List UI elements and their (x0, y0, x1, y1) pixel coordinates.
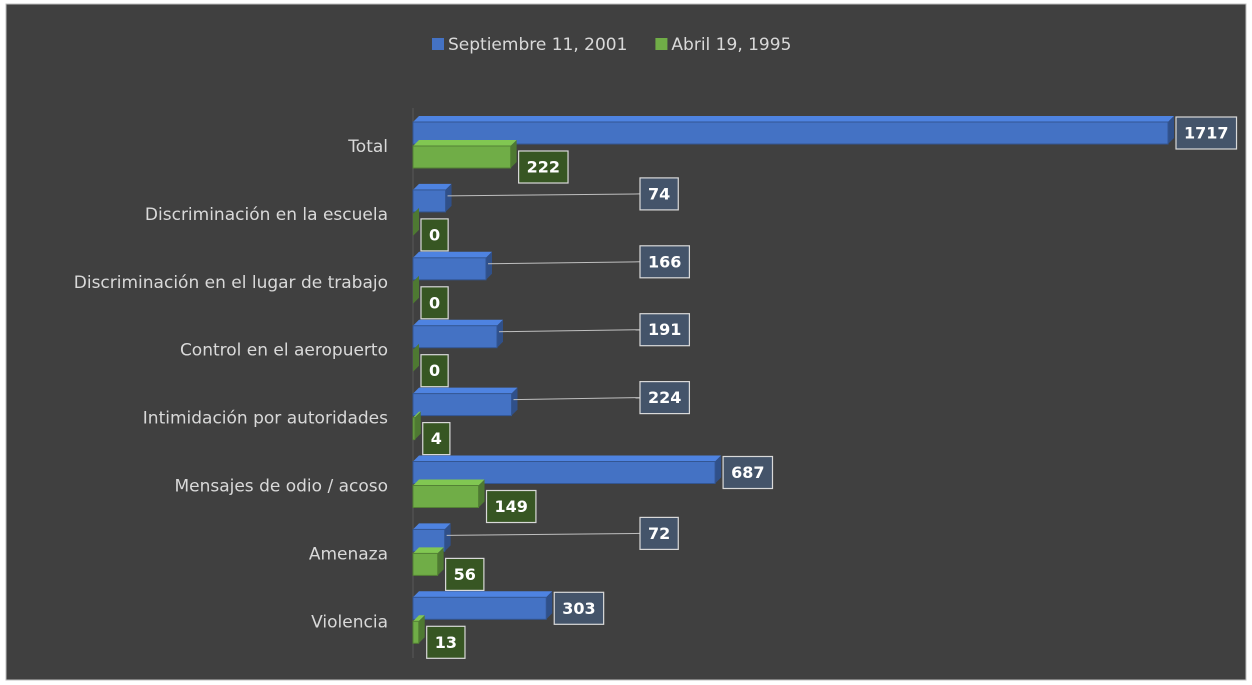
data-label: 166 (648, 252, 681, 271)
category-label: Total (347, 137, 388, 157)
bar (412, 615, 425, 644)
data-label: 74 (648, 184, 670, 203)
category-label: Discriminación en la escuela (145, 205, 388, 225)
bar (412, 591, 553, 620)
leader-line (513, 397, 641, 401)
bar (412, 140, 517, 169)
bar (412, 251, 492, 281)
bar (413, 207, 419, 236)
data-label-box (420, 218, 449, 252)
bar (413, 343, 419, 372)
data-label: 191 (648, 320, 681, 339)
data-label: 0 (429, 293, 440, 312)
data-label-box (639, 313, 691, 347)
bar (412, 523, 451, 552)
bar (412, 411, 421, 441)
data-label-box (485, 489, 537, 524)
leader-line (446, 532, 641, 536)
legend-label: Abril 19, 1995 (671, 35, 791, 55)
bar (412, 547, 444, 576)
data-label-box (518, 150, 569, 184)
data-label-box (1175, 116, 1238, 150)
data-label: 72 (648, 524, 670, 543)
category-label: Control en el aeropuerto (180, 341, 388, 361)
data-label-box (639, 177, 679, 211)
legend-swatch (655, 38, 668, 50)
data-label: 224 (648, 388, 681, 407)
leader-line (487, 261, 641, 265)
bar (412, 183, 452, 213)
data-label-box (445, 557, 485, 592)
data-label-box (426, 625, 466, 659)
bar (412, 479, 485, 508)
data-label-box (420, 286, 449, 320)
category-label: Amenaza (309, 544, 388, 564)
data-label: 1717 (1184, 124, 1229, 143)
bar (412, 319, 503, 349)
category-label: Intimidación por autoridades (143, 409, 388, 429)
data-label: 687 (731, 463, 764, 482)
bar (412, 387, 518, 417)
leader-line (498, 329, 641, 333)
bar (413, 275, 419, 304)
category-label: Mensajes de odio / acoso (174, 477, 388, 497)
data-label-box (639, 245, 691, 279)
data-label: 56 (454, 565, 476, 584)
data-label-box (553, 591, 605, 625)
bar (412, 116, 1174, 145)
category-label: Discriminación en el lugar de trabajo (74, 273, 388, 293)
data-label-box (722, 455, 774, 490)
leader-line (447, 193, 641, 197)
data-label: 149 (495, 497, 528, 516)
category-label: Violencia (311, 612, 388, 632)
data-label-box (639, 381, 691, 415)
data-label: 0 (429, 225, 440, 244)
data-label: 0 (429, 361, 440, 380)
legend-label: Septiembre 11, 2001 (448, 35, 627, 55)
data-label: 303 (562, 599, 595, 618)
data-label-box (420, 354, 449, 388)
data-label: 222 (527, 158, 560, 177)
data-label-box (639, 516, 679, 551)
data-label: 4 (431, 429, 442, 448)
data-label: 13 (435, 633, 457, 652)
bar (412, 455, 722, 484)
data-label-box (422, 422, 451, 456)
legend-swatch (432, 38, 444, 50)
